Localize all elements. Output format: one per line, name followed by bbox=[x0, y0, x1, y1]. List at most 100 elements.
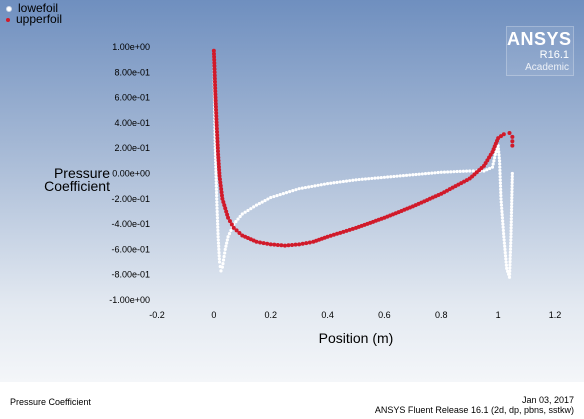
data-point-lowefoil bbox=[468, 169, 472, 173]
data-point-upperfoil bbox=[254, 239, 259, 244]
data-point-lowefoil bbox=[509, 220, 513, 224]
data-point-lowefoil bbox=[329, 181, 333, 185]
data-point-lowefoil bbox=[224, 244, 228, 248]
data-point-lowefoil bbox=[508, 266, 512, 270]
data-point-lowefoil bbox=[213, 156, 218, 160]
data-point-lowefoil bbox=[217, 254, 221, 258]
data-point-lowefoil bbox=[497, 159, 502, 163]
data-point-upperfoil bbox=[213, 89, 218, 94]
data-point-lowefoil bbox=[510, 202, 514, 206]
data-point-lowefoil bbox=[455, 169, 459, 174]
data-point-lowefoil bbox=[501, 219, 505, 223]
data-point-lowefoil bbox=[341, 179, 345, 184]
data-point-lowefoil bbox=[433, 171, 437, 175]
data-point-lowefoil bbox=[501, 228, 505, 233]
data-point-lowefoil bbox=[510, 199, 514, 203]
data-point-lowefoil bbox=[508, 269, 512, 273]
ansys-logo: ANSYS R16.1 Academic bbox=[506, 26, 574, 76]
data-point-lowefoil bbox=[260, 200, 264, 204]
data-point-lowefoil bbox=[508, 263, 512, 267]
data-point-lowefoil bbox=[229, 228, 233, 233]
data-point-upperfoil bbox=[224, 209, 229, 214]
data-point-lowefoil bbox=[458, 169, 462, 173]
data-point-upperfoil bbox=[229, 222, 234, 227]
data-point-lowefoil bbox=[217, 247, 221, 251]
data-point-lowefoil bbox=[501, 222, 505, 226]
y-tick-label: 8.00e-01 bbox=[114, 67, 150, 77]
data-point-lowefoil bbox=[367, 177, 371, 181]
data-point-upperfoil bbox=[217, 167, 222, 172]
data-point-lowefoil bbox=[509, 211, 514, 215]
data-point-upperfoil bbox=[215, 133, 220, 138]
data-point-upperfoil bbox=[212, 57, 217, 62]
data-point-lowefoil bbox=[294, 188, 298, 192]
x-tick-label: 0 bbox=[211, 310, 216, 320]
data-point-upperfoil bbox=[328, 233, 333, 238]
data-point-upperfoil bbox=[212, 79, 217, 84]
data-point-upperfoil bbox=[212, 54, 217, 59]
y-tick-label: 1.00e+00 bbox=[112, 42, 150, 52]
data-point-lowefoil bbox=[501, 225, 505, 229]
data-point-lowefoil bbox=[226, 235, 230, 239]
data-point-lowefoil bbox=[217, 260, 222, 264]
data-point-lowefoil bbox=[252, 205, 256, 209]
data-point-upperfoil bbox=[282, 243, 287, 248]
data-point-upperfoil bbox=[212, 60, 217, 65]
data-point-lowefoil bbox=[240, 212, 244, 216]
data-point-lowefoil bbox=[300, 186, 304, 190]
data-point-lowefoil bbox=[452, 170, 456, 174]
data-point-lowefoil bbox=[509, 229, 513, 233]
data-point-upperfoil bbox=[219, 190, 224, 195]
data-point-lowefoil bbox=[503, 250, 507, 255]
data-point-upperfoil bbox=[213, 86, 218, 91]
data-point-lowefoil bbox=[504, 263, 508, 267]
data-point-upperfoil bbox=[215, 136, 220, 141]
logo-edition: Academic bbox=[525, 62, 569, 73]
data-point-upperfoil bbox=[286, 243, 291, 248]
logo-name: ANSYS bbox=[507, 29, 572, 49]
data-point-lowefoil bbox=[215, 203, 219, 207]
plot-area: 1.00e+00 8.00e-01 6.00e-01 4.00e-01 2.00e-01… bbox=[0, 0, 584, 382]
data-point-lowefoil bbox=[498, 178, 502, 182]
data-point-upperfoil bbox=[220, 196, 225, 201]
data-point-lowefoil bbox=[335, 180, 339, 184]
data-point-upperfoil bbox=[226, 215, 231, 220]
data-point-lowefoil bbox=[223, 251, 227, 255]
data-point-upperfoil bbox=[501, 132, 506, 137]
data-point-lowefoil bbox=[482, 169, 486, 173]
data-point-lowefoil bbox=[278, 192, 282, 197]
data-point-lowefoil bbox=[427, 171, 431, 175]
data-point-lowefoil bbox=[385, 175, 390, 179]
data-point-upperfoil bbox=[510, 139, 515, 144]
data-point-lowefoil bbox=[510, 195, 514, 200]
data-point-upperfoil bbox=[293, 242, 298, 247]
data-point-lowefoil bbox=[219, 269, 223, 273]
data-point-lowefoil bbox=[310, 184, 314, 189]
data-point-lowefoil bbox=[414, 172, 418, 177]
data-point-upperfoil bbox=[347, 227, 352, 232]
data-point-lowefoil bbox=[508, 250, 512, 254]
data-point-lowefoil bbox=[411, 173, 415, 177]
axes: 1.00e+00 8.00e-01 6.00e-01 4.00e-01 2.00e-01… bbox=[109, 42, 561, 320]
data-point-lowefoil bbox=[510, 180, 514, 185]
data-point-lowefoil bbox=[269, 195, 273, 200]
data-point-lowefoil bbox=[214, 175, 218, 179]
x-tick-label: 0.8 bbox=[435, 310, 448, 320]
data-point-lowefoil bbox=[215, 206, 219, 210]
data-point-lowefoil bbox=[464, 169, 469, 173]
data-point-lowefoil bbox=[322, 182, 327, 186]
y-tick-label: 4.00e-01 bbox=[114, 118, 150, 128]
data-point-lowefoil bbox=[493, 152, 497, 157]
data-point-lowefoil bbox=[313, 184, 317, 188]
data-point-lowefoil bbox=[392, 174, 396, 179]
x-tick-label: -0.2 bbox=[149, 310, 165, 320]
data-point-lowefoil bbox=[420, 172, 424, 176]
data-point-lowefoil bbox=[436, 170, 440, 175]
data-point-lowefoil bbox=[490, 165, 495, 169]
data-point-upperfoil bbox=[344, 228, 349, 233]
data-point-upperfoil bbox=[216, 164, 221, 169]
y-tick-label: -2.00e-01 bbox=[111, 194, 150, 204]
data-point-lowefoil bbox=[492, 156, 497, 160]
data-point-upperfoil bbox=[212, 73, 217, 78]
data-point-lowefoil bbox=[249, 207, 253, 211]
